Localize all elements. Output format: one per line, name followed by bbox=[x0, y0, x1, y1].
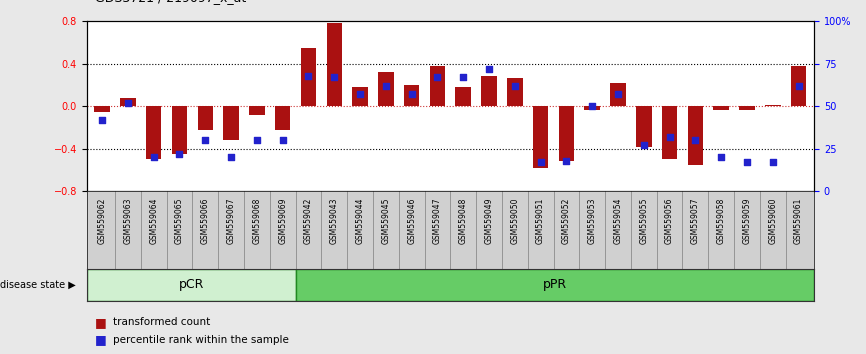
Text: GSM559064: GSM559064 bbox=[149, 198, 158, 244]
Bar bbox=[533, 106, 548, 168]
Text: percentile rank within the sample: percentile rank within the sample bbox=[113, 335, 288, 345]
Text: GSM559042: GSM559042 bbox=[304, 198, 313, 244]
Point bbox=[250, 137, 264, 143]
Bar bbox=[249, 106, 265, 115]
Bar bbox=[611, 83, 626, 106]
Text: GSM559058: GSM559058 bbox=[717, 198, 726, 244]
Point bbox=[327, 74, 341, 80]
Text: GSM559044: GSM559044 bbox=[356, 198, 365, 244]
Point bbox=[688, 137, 702, 143]
Point bbox=[662, 134, 676, 139]
Point bbox=[507, 83, 521, 88]
Point bbox=[379, 83, 393, 88]
Text: GSM559057: GSM559057 bbox=[691, 198, 700, 244]
Text: GSM559061: GSM559061 bbox=[794, 198, 803, 244]
Text: GSM559065: GSM559065 bbox=[175, 198, 184, 244]
Point bbox=[482, 66, 496, 72]
Text: GDS3721 / 219097_x_at: GDS3721 / 219097_x_at bbox=[95, 0, 247, 4]
Point bbox=[766, 159, 779, 165]
Point bbox=[585, 103, 599, 109]
Text: GSM559055: GSM559055 bbox=[639, 198, 649, 244]
Text: GSM559052: GSM559052 bbox=[562, 198, 571, 244]
Text: pCR: pCR bbox=[178, 279, 204, 291]
Point bbox=[740, 159, 754, 165]
Point bbox=[275, 137, 289, 143]
Point bbox=[637, 142, 650, 148]
Point bbox=[198, 137, 212, 143]
Point bbox=[121, 100, 135, 105]
Bar bbox=[295, 269, 814, 301]
Text: GSM559066: GSM559066 bbox=[201, 198, 210, 244]
Text: GSM559060: GSM559060 bbox=[768, 198, 778, 244]
Text: GSM559047: GSM559047 bbox=[433, 198, 442, 244]
Text: GSM559053: GSM559053 bbox=[588, 198, 597, 244]
Text: GSM559045: GSM559045 bbox=[381, 198, 391, 244]
Bar bbox=[765, 105, 780, 106]
Bar bbox=[301, 48, 316, 106]
Bar bbox=[197, 106, 213, 130]
Point bbox=[559, 158, 573, 164]
Text: GSM559054: GSM559054 bbox=[613, 198, 623, 244]
Text: GSM559067: GSM559067 bbox=[227, 198, 236, 244]
Text: GSM559062: GSM559062 bbox=[98, 198, 107, 244]
Bar bbox=[171, 106, 187, 154]
Bar bbox=[636, 106, 651, 147]
Text: GSM559069: GSM559069 bbox=[278, 198, 288, 244]
Text: GSM559056: GSM559056 bbox=[665, 198, 674, 244]
Bar bbox=[662, 106, 677, 159]
Bar bbox=[585, 106, 600, 110]
Text: ■: ■ bbox=[95, 333, 107, 346]
Text: GSM559046: GSM559046 bbox=[407, 198, 417, 244]
Bar bbox=[507, 78, 522, 106]
Point bbox=[172, 151, 186, 156]
Bar bbox=[146, 106, 161, 159]
Bar bbox=[791, 66, 806, 106]
Text: GSM559068: GSM559068 bbox=[252, 198, 262, 244]
Point bbox=[430, 74, 444, 80]
Point bbox=[301, 73, 315, 79]
Bar bbox=[352, 87, 368, 106]
Bar bbox=[326, 23, 342, 106]
Point bbox=[792, 83, 805, 88]
Text: GSM559051: GSM559051 bbox=[536, 198, 545, 244]
Bar bbox=[275, 106, 290, 130]
Point bbox=[353, 91, 367, 97]
Bar bbox=[740, 106, 754, 110]
Bar bbox=[378, 72, 393, 106]
Point bbox=[146, 154, 160, 160]
Text: GSM559063: GSM559063 bbox=[123, 198, 132, 244]
Bar bbox=[430, 66, 445, 106]
Bar bbox=[94, 106, 110, 112]
Bar bbox=[120, 98, 136, 106]
Point bbox=[611, 91, 625, 97]
Text: pPR: pPR bbox=[543, 279, 567, 291]
Text: GSM559050: GSM559050 bbox=[510, 198, 520, 244]
Text: GSM559048: GSM559048 bbox=[459, 198, 468, 244]
Point bbox=[714, 154, 728, 160]
Point bbox=[533, 159, 547, 165]
Text: ■: ■ bbox=[95, 316, 107, 329]
Bar bbox=[559, 106, 574, 161]
Text: transformed count: transformed count bbox=[113, 317, 210, 327]
Bar bbox=[481, 76, 497, 106]
Text: disease state ▶: disease state ▶ bbox=[0, 280, 75, 290]
Bar bbox=[87, 269, 295, 301]
Bar bbox=[404, 85, 419, 106]
Text: GSM559043: GSM559043 bbox=[330, 198, 339, 244]
Point bbox=[456, 74, 470, 80]
Point bbox=[224, 154, 238, 160]
Bar bbox=[456, 87, 471, 106]
Text: GSM559059: GSM559059 bbox=[742, 198, 752, 244]
Text: GSM559049: GSM559049 bbox=[484, 198, 494, 244]
Point bbox=[95, 117, 109, 122]
Bar bbox=[688, 106, 703, 165]
Point bbox=[404, 91, 418, 97]
Bar bbox=[714, 106, 729, 110]
Bar bbox=[223, 106, 239, 140]
